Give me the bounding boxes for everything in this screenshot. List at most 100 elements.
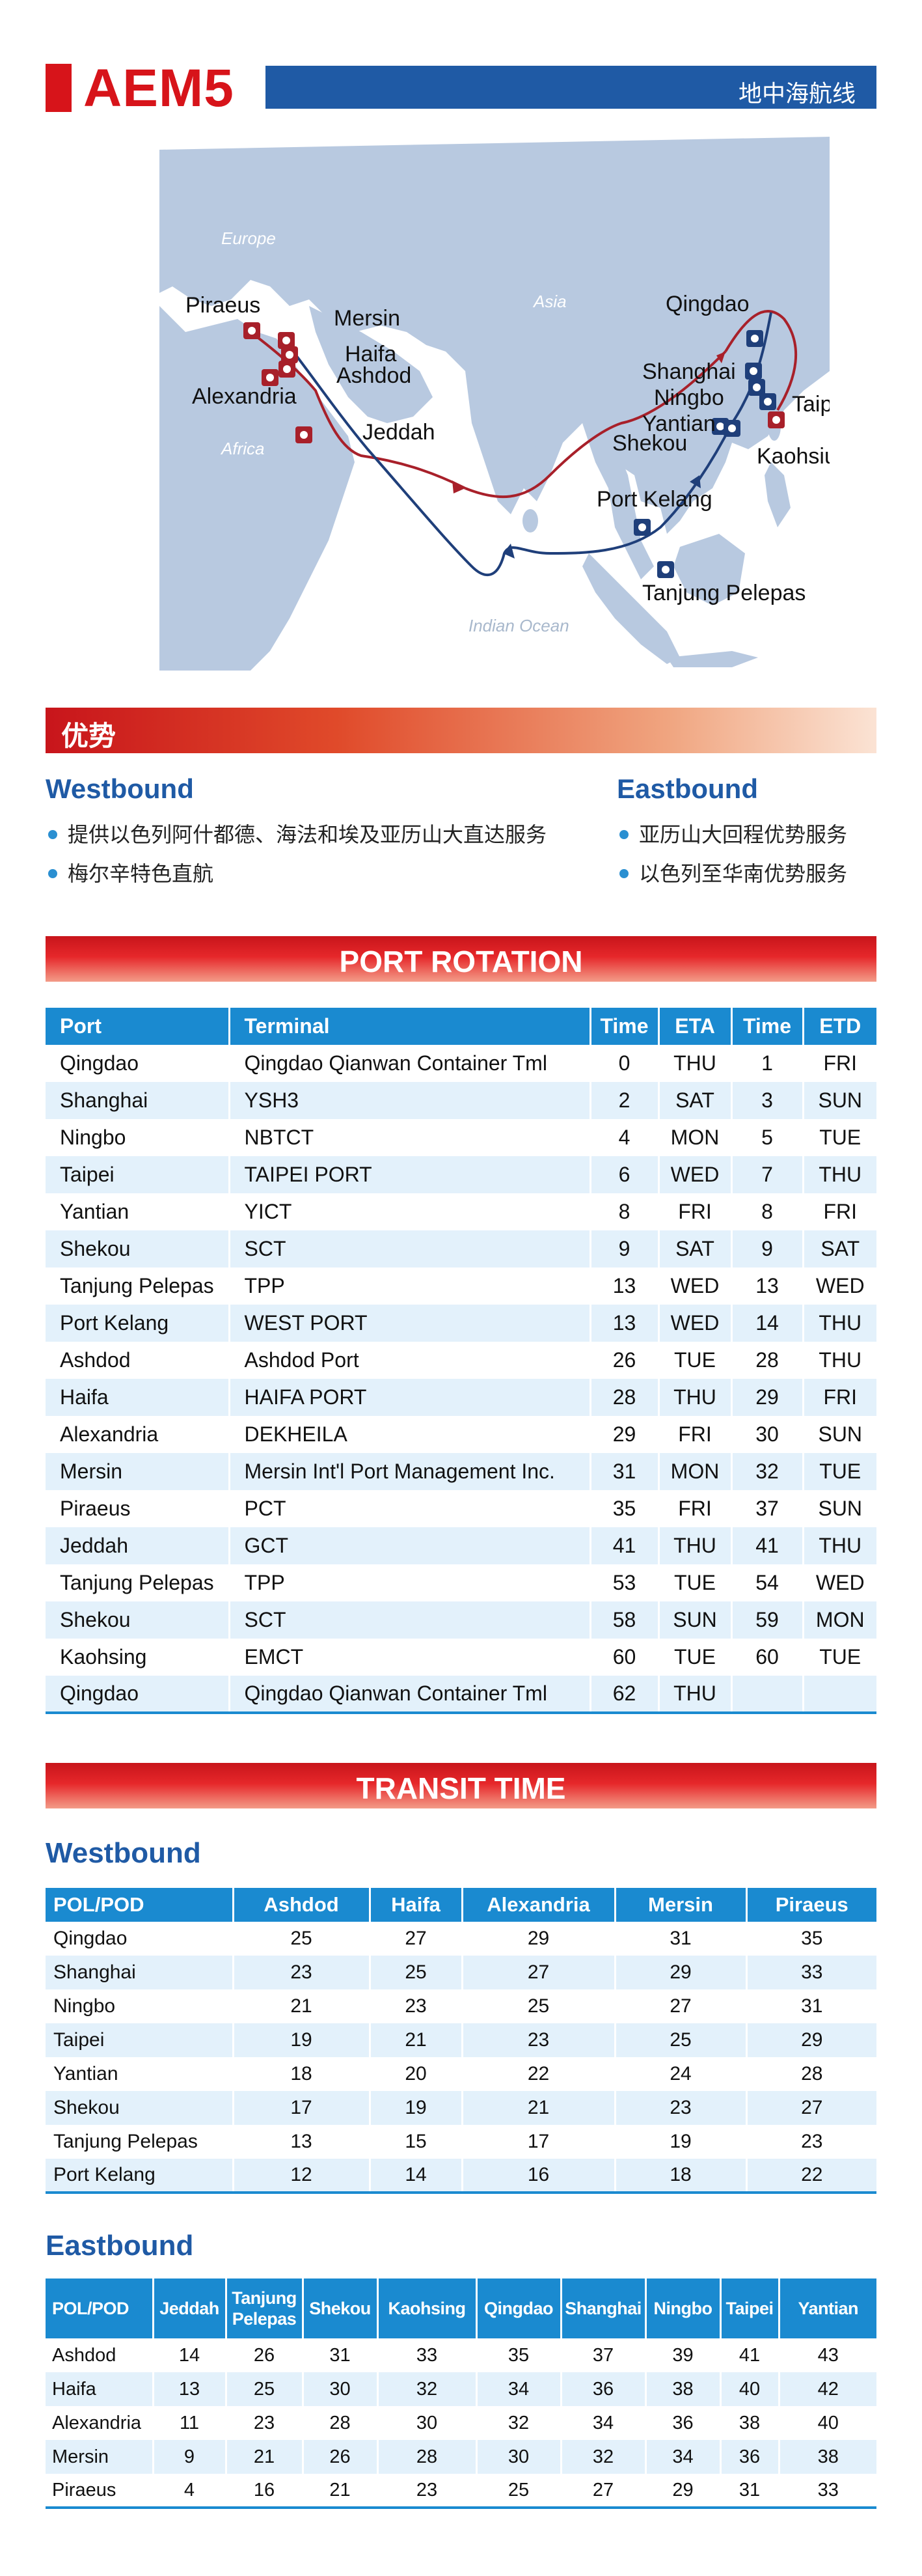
table-cell: 25 [462, 1989, 616, 2023]
table-cell: 32 [731, 1453, 804, 1490]
eastbound-col-header: Qingdao [476, 2278, 562, 2338]
table-cell: THU [803, 1305, 876, 1342]
route-map-svg: Europe Asia Africa Indian Ocean Pir [159, 137, 830, 671]
region-asia: Asia [532, 292, 567, 311]
label-ashdod: Ashdod [336, 363, 411, 388]
table-cell: SUN [803, 1416, 876, 1453]
advantages-banner: 优势 [46, 708, 876, 753]
table-cell: 38 [645, 2372, 722, 2406]
table-cell: 15 [370, 2125, 463, 2159]
table-row: Shekou SCT 58 SUN 59 MON [46, 1601, 876, 1639]
table-cell: WED [658, 1305, 733, 1342]
table-cell: Piraeus [46, 1490, 230, 1527]
port-rotation-col-header: Terminal [229, 1008, 591, 1045]
eastbound-col-header: Shekou [303, 2278, 379, 2338]
table-cell: 28 [303, 2406, 379, 2440]
port-rotation-table: Port Terminal Time ETA Time ETD Qingdao Qingda… [46, 1008, 876, 1714]
table-cell: 21 [462, 2091, 616, 2125]
westbound-col-header: Alexandria [462, 1888, 616, 1922]
header-bar: 地中海航线 [265, 66, 876, 109]
table-cell: 41 [590, 1527, 660, 1564]
table-cell: Taipei [46, 2023, 234, 2057]
westbound-header-row: POL/POD Ashdod Haifa Alexandria Mersin Piraeu… [46, 1888, 876, 1922]
table-row: Port Kelang WEST PORT 13 WED 14 THU [46, 1305, 876, 1342]
eastbound-col-header: Yantian [779, 2278, 876, 2338]
table-cell: 27 [462, 1956, 616, 1989]
marker-haifa [281, 346, 298, 363]
table-cell: 58 [590, 1601, 660, 1639]
table-cell: 25 [233, 1922, 371, 1956]
table-cell: Ningbo [46, 1989, 234, 2023]
table-cell: Jeddah [46, 1527, 230, 1564]
advantages-title: 优势 [61, 720, 116, 752]
table-cell: FRI [803, 1193, 876, 1230]
eastbound-col-header: Jeddah [153, 2278, 227, 2338]
table-cell: 6 [590, 1156, 660, 1193]
label-mersin: Mersin [334, 306, 400, 331]
table-cell: Mersin [46, 2440, 154, 2474]
table-row: Taipei TAIPEI PORT 6 WED 7 THU [46, 1156, 876, 1193]
table-cell: 38 [720, 2406, 780, 2440]
table-cell: 23 [615, 2091, 748, 2125]
table-cell: 13 [590, 1305, 660, 1342]
marker-tanjung-pelepas [657, 561, 674, 578]
label-kaohsiung: Kaohsiung [757, 444, 830, 469]
table-cell: 23 [370, 1989, 463, 2023]
table-cell: 29 [731, 1379, 804, 1416]
table-cell: 20 [370, 2057, 463, 2091]
table-cell: 14 [731, 1305, 804, 1342]
advantage-text: 亚历山大回程优势服务 [639, 822, 848, 847]
westbound-col-header: Ashdod [233, 1888, 371, 1922]
land-masses [159, 137, 830, 671]
table-cell: 21 [370, 2023, 463, 2057]
marker-kaohsiung [768, 411, 785, 428]
westbound-heading: Westbound [46, 1837, 201, 1869]
table-cell: 25 [476, 2474, 562, 2508]
table-cell: 35 [590, 1490, 660, 1527]
table-cell: SUN [803, 1490, 876, 1527]
table-row: Tanjung Pelepas TPP 53 TUE 54 WED [46, 1564, 876, 1601]
bullet-icon [48, 830, 57, 839]
table-cell: Tanjung Pelepas [46, 1564, 230, 1601]
table-row: Qingdao Qingdao Qianwan Container Tml 0 THU… [46, 1045, 876, 1082]
table-cell: FRI [803, 1379, 876, 1416]
advantage-item: 以色列至华南优势服务 [617, 854, 890, 893]
table-cell: Yantian [46, 2057, 234, 2091]
table-cell: MON [658, 1453, 733, 1490]
table-cell: 59 [731, 1601, 804, 1639]
advantage-text: 梅尔辛特色直航 [68, 861, 214, 886]
table-cell: 8 [731, 1193, 804, 1230]
table-row: Piraeus 4 16 21 23 25 27 29 31 33 [46, 2474, 876, 2508]
table-cell: 27 [615, 1989, 748, 2023]
table-cell: 60 [731, 1639, 804, 1676]
table-cell: 8 [590, 1193, 660, 1230]
route-map: Europe Asia Africa Indian Ocean Pir [159, 137, 830, 671]
table-row: Ashdod Ashdod Port 26 TUE 28 THU [46, 1342, 876, 1379]
table-cell: 25 [615, 2023, 748, 2057]
port-rotation-banner: PORT ROTATION [46, 936, 876, 982]
bullet-icon [619, 830, 629, 839]
table-cell: SCT [229, 1230, 591, 1267]
table-row: Alexandria DEKHEILA 29 FRI 30 SUN [46, 1416, 876, 1453]
table-cell: Tanjung Pelepas [46, 1267, 230, 1305]
port-rotation-col-header: Time [731, 1008, 804, 1045]
table-cell: Alexandria [46, 1416, 230, 1453]
table-cell: 30 [303, 2372, 379, 2406]
advantage-item: 梅尔辛特色直航 [46, 854, 592, 893]
table-cell: 36 [720, 2440, 780, 2474]
table-cell: 35 [746, 1922, 876, 1956]
table-cell: 29 [615, 1956, 748, 1989]
marker-port-kelang [634, 519, 651, 536]
table-cell: 34 [476, 2372, 562, 2406]
port-rotation-col-header: Time [590, 1008, 660, 1045]
eastbound-col-header: Tanjung Pelepas [226, 2278, 304, 2338]
table-cell: 19 [615, 2125, 748, 2159]
table-cell: Qingdao [46, 1045, 230, 1082]
table-cell: HAIFA PORT [229, 1379, 591, 1416]
bullet-icon [48, 869, 57, 878]
markers-asia [634, 330, 785, 578]
table-cell: 7 [731, 1156, 804, 1193]
table-cell: 13 [731, 1267, 804, 1305]
table-cell: EMCT [229, 1639, 591, 1676]
table-cell: 27 [561, 2474, 647, 2508]
